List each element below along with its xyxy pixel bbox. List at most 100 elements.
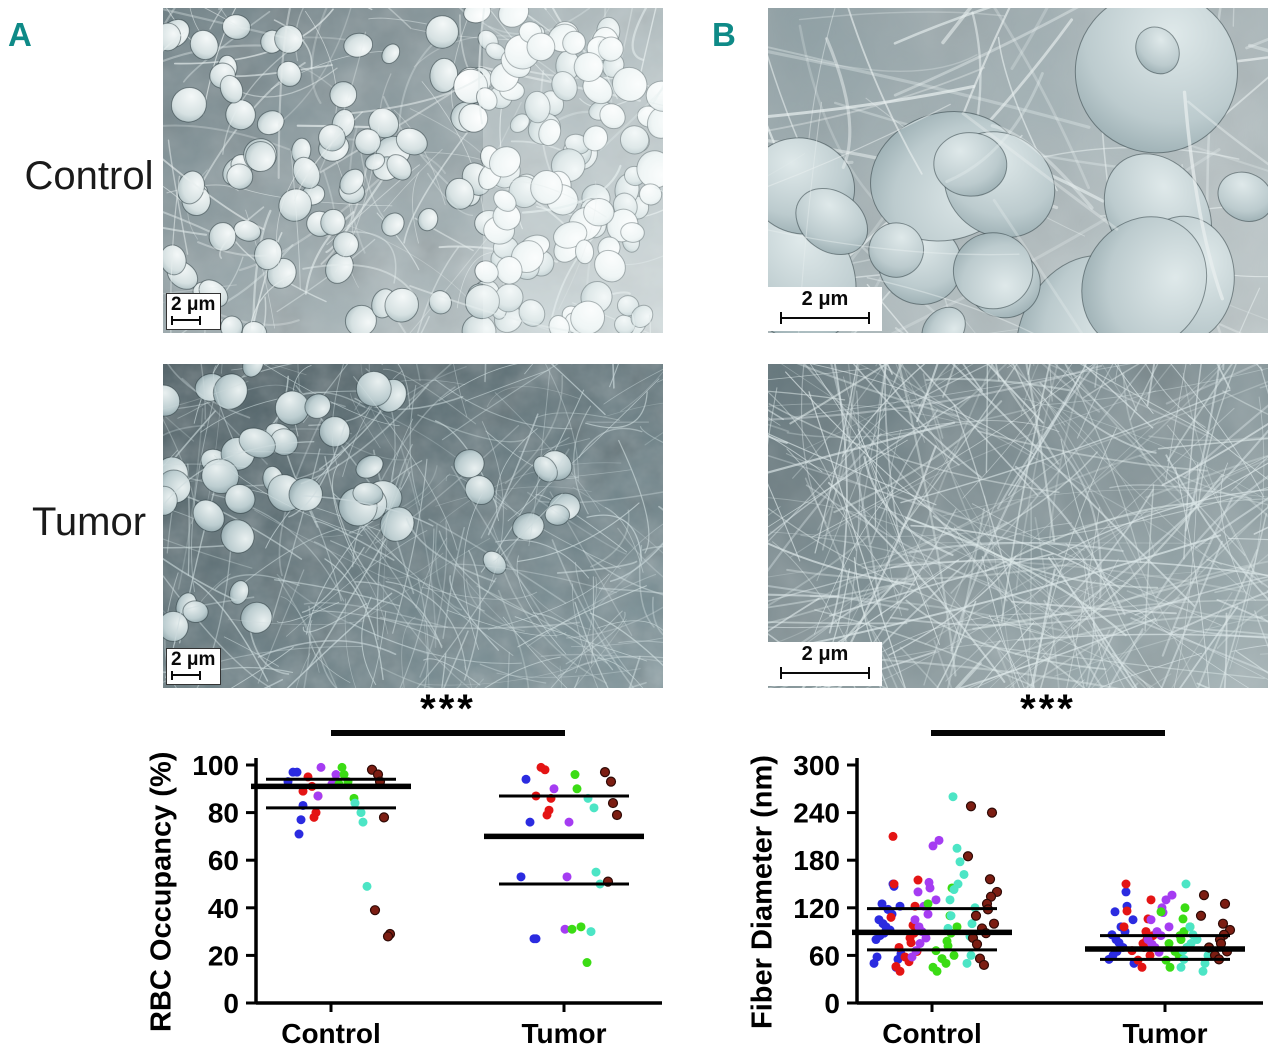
data-point-red (889, 879, 899, 889)
data-point-red (1122, 906, 1132, 916)
data-point-purple (1164, 922, 1174, 932)
data-point-purple (313, 791, 323, 801)
sem-texture (163, 364, 663, 688)
data-point-purple (923, 909, 933, 919)
scale-bar-line (780, 312, 870, 324)
data-point-purple (331, 770, 341, 780)
scale-bar: 2 μm (768, 642, 882, 686)
sem-texture (163, 8, 663, 333)
data-point-teal (948, 792, 958, 802)
data-point-green (952, 922, 962, 932)
data-point-purple (913, 887, 923, 897)
data-point-darkred (599, 767, 611, 778)
data-point-purple (549, 784, 559, 794)
data-point-darkred (984, 874, 996, 885)
data-point-darkred (1219, 898, 1231, 909)
y-tick-label: 80 (208, 798, 239, 829)
data-point-red (888, 831, 898, 841)
data-point-teal (945, 895, 955, 905)
data-point-green (941, 958, 951, 968)
data-point-green (1156, 907, 1166, 917)
data-point-teal (586, 927, 596, 937)
data-point-teal (966, 950, 976, 960)
y-tick-label: 40 (208, 893, 239, 924)
data-point-green (1164, 939, 1174, 948)
sem-micrograph-a-control: 2 μm (163, 8, 663, 333)
data-point-blue (525, 817, 535, 827)
data-point-darkred (1195, 910, 1207, 921)
data-point-teal (959, 869, 969, 879)
data-point-teal (362, 881, 372, 891)
data-point-purple (928, 841, 938, 851)
data-point-green (943, 941, 953, 951)
data-point-purple (907, 952, 917, 962)
data-point-teal (1203, 950, 1213, 960)
scale-bar: 2 μm (166, 648, 222, 685)
data-point-red (1119, 922, 1129, 932)
y-tick-label: 240 (793, 798, 840, 829)
data-point-green (1176, 935, 1186, 945)
data-point-darkred (1198, 890, 1210, 901)
data-point-teal (952, 843, 962, 853)
panel-label-b: B (712, 16, 736, 53)
y-tick-label: 120 (793, 893, 840, 924)
data-point-blue (1110, 907, 1120, 917)
data-point-darkred (962, 851, 974, 862)
data-point-blue (877, 899, 887, 909)
data-point-blue (893, 954, 903, 964)
data-point-blue (296, 815, 306, 825)
data-point-purple (1167, 890, 1177, 900)
data-point-blue (871, 935, 881, 945)
data-point-purple (910, 915, 920, 925)
scale-bar-line (780, 667, 870, 679)
data-point-red (1137, 962, 1147, 972)
data-point-green (1165, 962, 1175, 972)
significance-bar-left (331, 730, 565, 736)
data-point-teal (949, 885, 959, 895)
data-point-purple (564, 817, 574, 827)
data-point-green (572, 784, 582, 794)
data-point-green (337, 762, 347, 772)
data-point-purple (921, 933, 931, 943)
data-point-green (1180, 903, 1190, 913)
data-point-purple (934, 835, 944, 845)
data-point-purple (562, 872, 572, 882)
data-point-green (923, 899, 933, 909)
y-tick-label: 20 (208, 940, 239, 971)
y-tick-label: 180 (793, 845, 840, 876)
y-tick-label: 100 (192, 750, 239, 781)
data-point-darkred (965, 801, 977, 812)
fiber-diameter-scatter-chart: 0 60 120 180 240 300 Control Tumor (793, 750, 1263, 1049)
data-point-red (895, 966, 905, 976)
data-point-teal (591, 867, 601, 877)
data-point-blue (521, 774, 531, 784)
data-point-teal (1200, 958, 1210, 968)
data-point-green (1178, 914, 1188, 924)
data-point-purple (316, 762, 326, 772)
scale-bar-line (171, 316, 201, 325)
scale-bar-label: 2 μm (171, 649, 216, 671)
data-point-blue (516, 872, 526, 882)
data-point-blue (292, 767, 302, 777)
data-point-green (582, 958, 592, 968)
data-point-blue (1121, 887, 1131, 897)
data-point-purple (1161, 895, 1171, 905)
data-point-darkred (607, 797, 619, 809)
data-point-red (542, 810, 552, 820)
data-point-blue (869, 958, 879, 968)
sem-micrograph-b-control: 2 μm (768, 8, 1268, 333)
x-category-label: Control (882, 1018, 982, 1049)
sem-texture (768, 364, 1268, 688)
data-point-purple (560, 924, 570, 934)
significance-bar-right (931, 730, 1165, 736)
data-point-teal (350, 798, 360, 808)
x-category-label: Control (281, 1018, 381, 1049)
data-point-green (567, 924, 577, 934)
data-point-teal (967, 919, 977, 929)
data-point-teal (589, 803, 599, 813)
data-point-green (932, 966, 942, 976)
data-point-darkred (611, 809, 623, 821)
scale-bar-label: 2 μm (801, 288, 849, 310)
data-point-teal (955, 857, 965, 867)
sem-texture (768, 8, 1268, 333)
